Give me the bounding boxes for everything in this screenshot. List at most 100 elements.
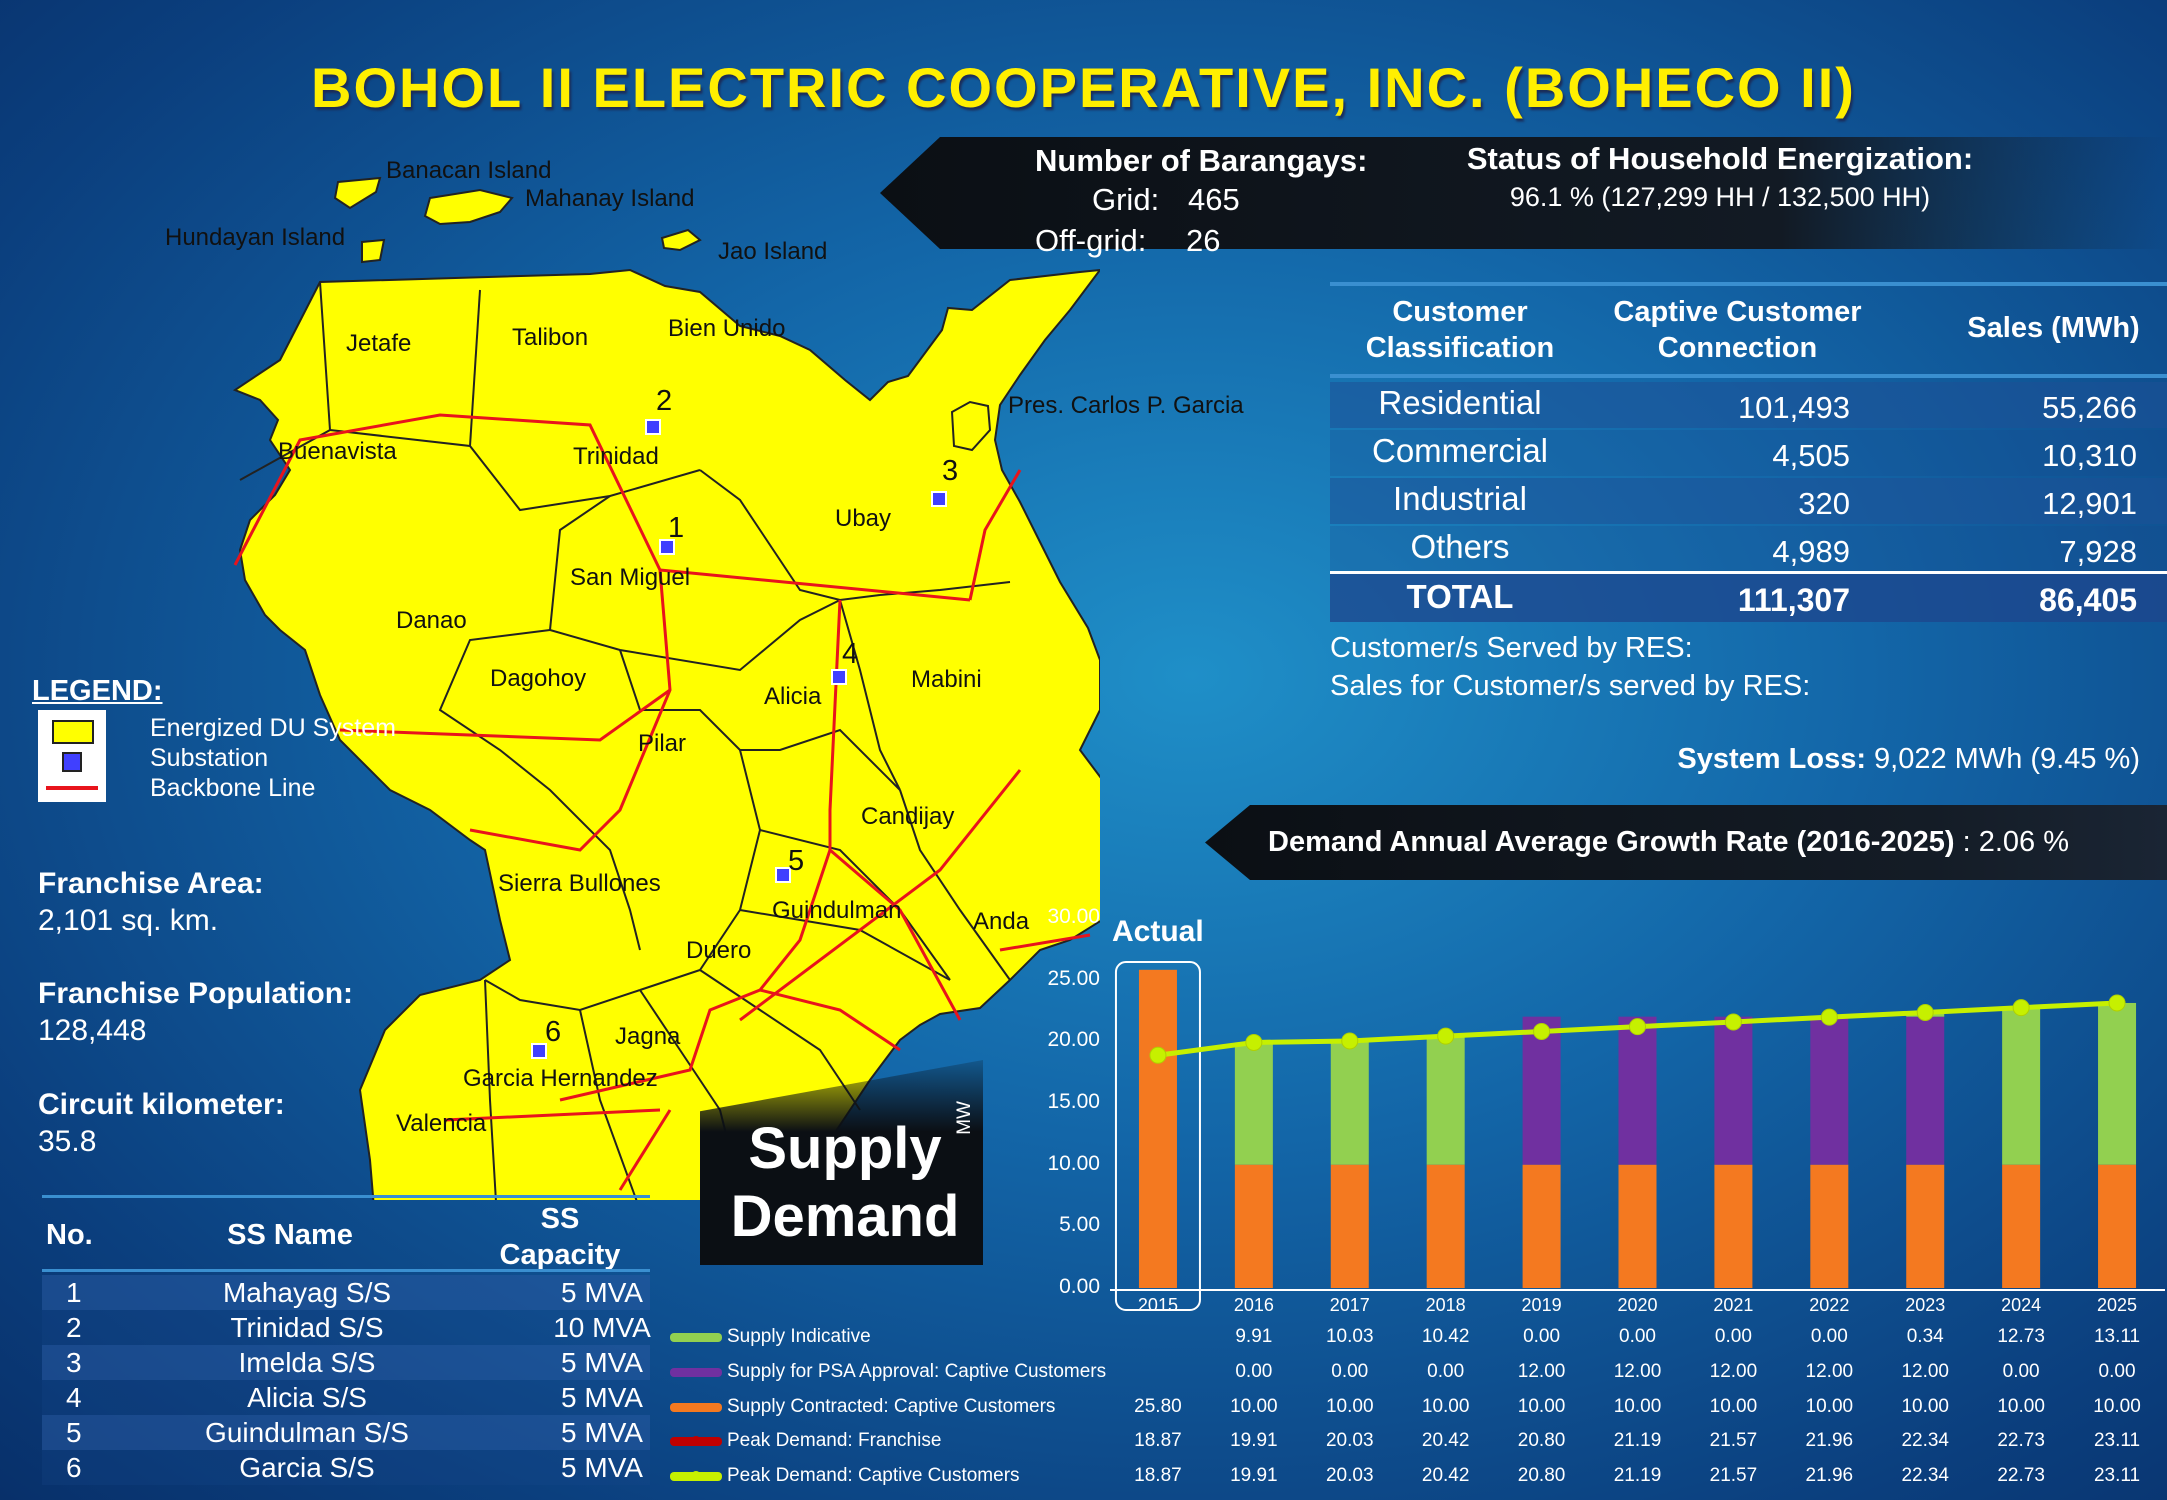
data-table-value: 10.42 (1421, 1326, 1470, 1347)
data-table-value: 10.00 (1517, 1396, 1566, 1417)
data-table-value: 21.96 (1805, 1465, 1854, 1486)
map-label-alicia: Alicia (764, 683, 822, 710)
map-label-hundayan: Hundayan Island (165, 224, 346, 251)
x-tick-label: 2015 (1137, 1295, 1178, 1315)
map-label-bien-unido: Bien Unido (668, 315, 786, 342)
x-tick-label: 2021 (1713, 1295, 1754, 1315)
energization-heading: Status of Household Energization: (1466, 141, 1974, 176)
data-table-value: 10.00 (1709, 1396, 1758, 1417)
data-table-value: 9.91 (1235, 1326, 1273, 1347)
customer-connections: 320 (1798, 486, 1850, 521)
ss-row: 6 Garcia S/S 5 MVA (42, 1450, 650, 1485)
map-label-banacan: Banacan Island (386, 157, 552, 184)
bar-supply-indicative (1426, 1036, 1465, 1165)
bar-supply-psa (1906, 1016, 1945, 1165)
bar-supply-indicative (1234, 1042, 1273, 1165)
actual-frame (1114, 961, 1201, 1311)
bar-supply-contracted (2098, 1164, 2137, 1288)
data-table-value: 19.91 (1230, 1430, 1278, 1451)
peak-demand-point (2012, 999, 2030, 1017)
actual-label: Actual (1112, 915, 1204, 948)
data-table-series-label: Supply Contracted: Captive Customers (727, 1396, 1056, 1417)
substation-1 (659, 539, 675, 555)
jao-island (660, 228, 702, 252)
x-tick-label: 2024 (2001, 1295, 2042, 1315)
data-table-value: 19.91 (1230, 1465, 1278, 1486)
data-table-value: 10.00 (2093, 1396, 2141, 1417)
x-tick-label: 2022 (1809, 1295, 1850, 1315)
ss-capacity: 5 MVA (561, 1417, 643, 1448)
energization-value: 96.1 % (127,299 HH / 132,500 HH) (1509, 182, 1931, 212)
mainland (232, 268, 1100, 1200)
substation-4 (831, 669, 847, 685)
map-label-candijay: Candijay (861, 803, 955, 830)
x-tick-label: 2020 (1617, 1295, 1658, 1315)
bar-supply-psa (1618, 1016, 1657, 1165)
ss-name: Guindulman S/S (205, 1417, 409, 1448)
res-served-label: Customer/s Served by RES: (1330, 632, 1693, 664)
growth-label: Demand Annual Average Growth Rate (2016-… (1268, 826, 1955, 858)
data-table-value: 0.00 (1427, 1361, 1465, 1382)
ss-row: 5 Guindulman S/S 5 MVA (42, 1415, 650, 1450)
offgrid-label: Off-grid: (1035, 223, 1147, 258)
map-label-san-miguel: San Miguel (570, 564, 691, 591)
col-header-classification: Customer Classification (1365, 296, 1555, 364)
bar-supply-contracted (1906, 1164, 1945, 1288)
page-title: BOHOL II ELECTRIC COOPERATIVE, INC. (BOH… (311, 56, 1856, 119)
bar-supply-contracted (1522, 1164, 1561, 1288)
map-ss-1: 1 (668, 512, 685, 544)
customer-row-bg (1330, 430, 2167, 476)
map-label-anda: Anda (973, 908, 1030, 935)
bar-supply-psa (1810, 1016, 1849, 1165)
data-table-value: 20.03 (1325, 1430, 1374, 1451)
col-header-sales: Sales (MWh) (1967, 312, 2140, 344)
ss-capacity: 5 MVA (561, 1347, 643, 1378)
ss-header-no: No. (46, 1219, 93, 1251)
offgrid-value: 26 (1186, 223, 1221, 258)
x-tick-label: 2017 (1329, 1295, 1370, 1315)
system-loss: System Loss: 9,022 MWh (9.45 %) (1330, 743, 2140, 776)
map-label-dagohoy: Dagohoy (490, 665, 587, 692)
bar-supply-indicative (1906, 1012, 1945, 1017)
customer-class: Others (1410, 528, 1510, 565)
peak-demand-point (1149, 1046, 1167, 1064)
y-tick-label: 25.00 (1047, 966, 1100, 990)
map-label-sierra-bullones: Sierra Bullones (498, 870, 661, 897)
data-table-value: 0.00 (1523, 1326, 1561, 1347)
ss-name: Imelda S/S (238, 1347, 376, 1378)
data-table-value: 12.00 (1517, 1361, 1566, 1382)
substation-2 (645, 419, 661, 435)
data-table-value: 12.00 (1805, 1361, 1854, 1382)
bar-supply-indicative (2002, 1007, 2041, 1165)
data-table-value: 20.42 (1421, 1465, 1470, 1486)
customer-sales: 7,928 (2059, 534, 2137, 569)
col-header-connection: Captive Customer Connection (1613, 296, 1862, 364)
map-label-talibon: Talibon (512, 324, 589, 351)
data-table-value: 10.00 (1325, 1396, 1374, 1417)
system-loss-value: 9,022 MWh (9.45 %) (1874, 743, 2140, 775)
bar-supply-contracted (1234, 1164, 1273, 1288)
ss-name: Garcia S/S (239, 1452, 375, 1483)
total-label: TOTAL (1406, 578, 1514, 615)
map-label-jetafe: Jetafe (346, 330, 412, 357)
peak-demand-point (1629, 1018, 1646, 1036)
x-tick-label: 2016 (1233, 1295, 1274, 1315)
peak-demand-point (1916, 1003, 1934, 1021)
ss-no: 6 (66, 1452, 82, 1483)
map-label-duero: Duero (686, 937, 752, 964)
substation-swatch (62, 752, 82, 772)
bar-supply-indicative (1330, 1040, 1369, 1165)
y-tick-label: 5.00 (1059, 1213, 1100, 1237)
growth-banner (1205, 805, 2167, 880)
y-tick-label: 30.00 (1047, 905, 1100, 928)
data-table-value: 20.42 (1421, 1430, 1470, 1451)
x-tick-label: 2025 (2097, 1295, 2138, 1315)
substation-5 (775, 867, 791, 883)
data-table-value: 0.00 (1331, 1361, 1369, 1382)
x-tick-label: 2018 (1425, 1295, 1466, 1315)
ss-table: No. SS Name SS Capacity 1 Mahayag S/S 5 MV… (0, 1195, 700, 1500)
ss-name: Mahayag S/S (222, 1277, 392, 1308)
pres-garcia-island (950, 400, 992, 452)
customer-connections: 4,989 (1772, 534, 1850, 569)
bar-supply-contracted (1714, 1164, 1753, 1288)
